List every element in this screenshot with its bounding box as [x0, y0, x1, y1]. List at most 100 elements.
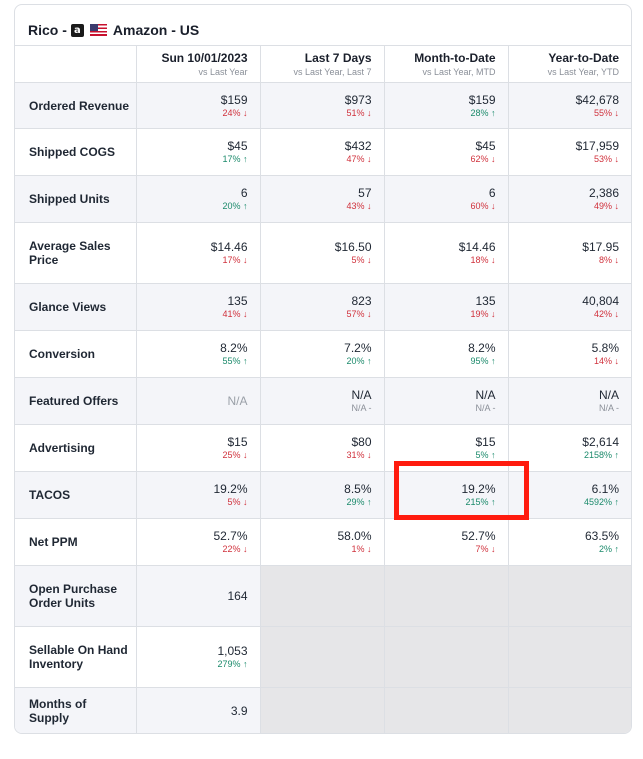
metric-label: Months of Supply [15, 687, 136, 733]
metric-cell: $14.46 17% ↓ [135, 222, 260, 284]
change-indicator: 25% ↓ [222, 450, 248, 460]
change-indicator: 55% ↑ [222, 356, 248, 366]
metric-value: $15 [227, 435, 248, 449]
metric-cell: N/A N/A - [259, 377, 384, 425]
change-indicator: 17% ↑ [222, 154, 248, 164]
metric-value: 52.7% [213, 529, 248, 543]
metric-value: $17,959 [575, 139, 619, 153]
metric-cell: 19.2% 215% ↑ [383, 471, 508, 519]
table-row: Open Purchase Order Units 164 [15, 565, 631, 627]
metric-value: 823 [351, 294, 372, 308]
metric-cell: 3.9 [135, 687, 260, 733]
metrics-card: Rico - a Amazon - US Sun 10/01/2023 vs L… [14, 4, 632, 734]
column-header: Month-to-Date vs Last Year, MTD [383, 45, 508, 83]
account-name: Rico - [28, 22, 67, 38]
metric-value: 8.2% [468, 341, 496, 355]
metric-cell: 8.2% 55% ↑ [135, 330, 260, 378]
metric-value: $2,614 [582, 435, 619, 449]
metric-cell: $14.46 18% ↓ [383, 222, 508, 284]
table-row: Conversion 8.2% 55% ↑ 7.2% 20% ↑ 8.2% 95% ↑ 5.8… [15, 330, 631, 378]
change-indicator: 20% ↑ [346, 356, 372, 366]
table-row: TACOS 19.2% 5% ↓ 8.5% 29% ↑ 19.2% 215% ↑ 6.1% 45… [15, 471, 631, 519]
metric-value: 3.9 [230, 704, 248, 719]
metric-value: 52.7% [461, 529, 496, 543]
metric-value: 6.1% [591, 482, 619, 496]
metric-value: N/A [475, 388, 496, 402]
metric-value: 1,053 [217, 644, 248, 658]
change-indicator: 2158% ↑ [583, 450, 619, 460]
change-indicator: 5% ↑ [475, 450, 496, 460]
metric-cell: 135 19% ↓ [383, 283, 508, 331]
table-row: Net PPM 52.7% 22% ↓ 58.0% 1% ↓ 52.7% 7% ↓ 63.5%… [15, 518, 631, 566]
metric-cell: 8.5% 29% ↑ [259, 471, 384, 519]
metric-label: Advertising [15, 424, 136, 472]
column-header: Year-to-Date vs Last Year, YTD [507, 45, 631, 83]
table-row: Ordered Revenue $159 24% ↓ $973 51% ↓ $159 28%… [15, 82, 631, 129]
metric-cell: 6 60% ↓ [383, 175, 508, 223]
metric-value: 57 [358, 186, 372, 200]
metric-cell: $159 24% ↓ [135, 82, 260, 129]
metric-value: 19.2% [461, 482, 496, 496]
table-body: Ordered Revenue $159 24% ↓ $973 51% ↓ $159 28%… [15, 82, 631, 733]
metric-label: Shipped Units [15, 175, 136, 223]
metric-cell: N/A N/A - [507, 377, 631, 425]
column-title: Year-to-Date [548, 51, 619, 65]
metric-value: $45 [475, 139, 496, 153]
metric-cell: $42,678 55% ↓ [507, 82, 631, 129]
metric-label: Net PPM [15, 518, 136, 566]
change-indicator: 1% ↓ [351, 544, 372, 554]
metric-value: N/A [351, 388, 372, 402]
change-indicator: N/A - [351, 403, 372, 413]
column-header: Sun 10/01/2023 vs Last Year [135, 45, 260, 83]
change-indicator: 14% ↓ [593, 356, 619, 366]
amazon-a-icon: a [70, 23, 84, 37]
empty-cell [259, 626, 384, 688]
column-subtitle: vs Last Year, Last 7 [293, 67, 372, 77]
metric-value: $14.46 [458, 240, 496, 254]
metric-cell: 58.0% 1% ↓ [259, 518, 384, 566]
header-row: Sun 10/01/2023 vs Last Year Last 7 Days … [15, 45, 631, 83]
column-title: Month-to-Date [414, 51, 496, 65]
column-subtitle: vs Last Year, YTD [547, 67, 619, 77]
table-row: Average Sales Price $14.46 17% ↓ $16.50 5% ↓… [15, 222, 631, 284]
metric-value: 8.5% [344, 482, 372, 496]
metric-cell: 7.2% 20% ↑ [259, 330, 384, 378]
metric-cell: 52.7% 7% ↓ [383, 518, 508, 566]
metric-cell: 57 43% ↓ [259, 175, 384, 223]
change-indicator: 53% ↓ [593, 154, 619, 164]
metric-cell: $159 28% ↑ [383, 82, 508, 129]
metric-value: $45 [227, 139, 248, 153]
metric-value: 40,804 [582, 294, 619, 308]
change-indicator: 31% ↓ [346, 450, 372, 460]
change-indicator: 51% ↓ [346, 107, 372, 118]
metric-cell: 1,053 279% ↑ [135, 626, 260, 688]
empty-cell [383, 687, 508, 733]
metric-cell: 823 57% ↓ [259, 283, 384, 331]
metric-cell: $17.95 8% ↓ [507, 222, 631, 284]
empty-cell [259, 565, 384, 627]
metric-value: $159 [468, 92, 496, 107]
table-row: Advertising $15 25% ↓ $80 31% ↓ $15 5% ↑ $2,614… [15, 424, 631, 472]
change-indicator: 43% ↓ [346, 201, 372, 211]
empty-cell [507, 687, 631, 733]
metric-label: Sellable On Hand Inventory [15, 626, 136, 688]
metric-cell: 8.2% 95% ↑ [383, 330, 508, 378]
metric-value: 164 [227, 589, 248, 603]
change-indicator: 7% ↓ [475, 544, 496, 554]
column-title: Last 7 Days [304, 51, 372, 65]
metric-cell: 40,804 42% ↓ [507, 283, 631, 331]
metric-cell: $15 5% ↑ [383, 424, 508, 472]
metric-cell: 6.1% 4592% ↑ [507, 471, 631, 519]
metric-cell: N/A [135, 377, 260, 425]
metric-cell: $45 62% ↓ [383, 128, 508, 176]
change-indicator: 279% ↑ [217, 659, 248, 669]
metric-value: 19.2% [213, 482, 248, 496]
table-row: Sellable On Hand Inventory 1,053 279% ↑ [15, 626, 631, 688]
card-title: Rico - a Amazon - US [28, 22, 199, 38]
column-title: Sun 10/01/2023 [161, 51, 248, 65]
metric-cell: 2,386 49% ↓ [507, 175, 631, 223]
change-indicator: 42% ↓ [593, 309, 619, 319]
change-indicator: 5% ↓ [227, 497, 248, 507]
empty-cell [259, 687, 384, 733]
change-indicator: 2% ↑ [598, 544, 619, 554]
